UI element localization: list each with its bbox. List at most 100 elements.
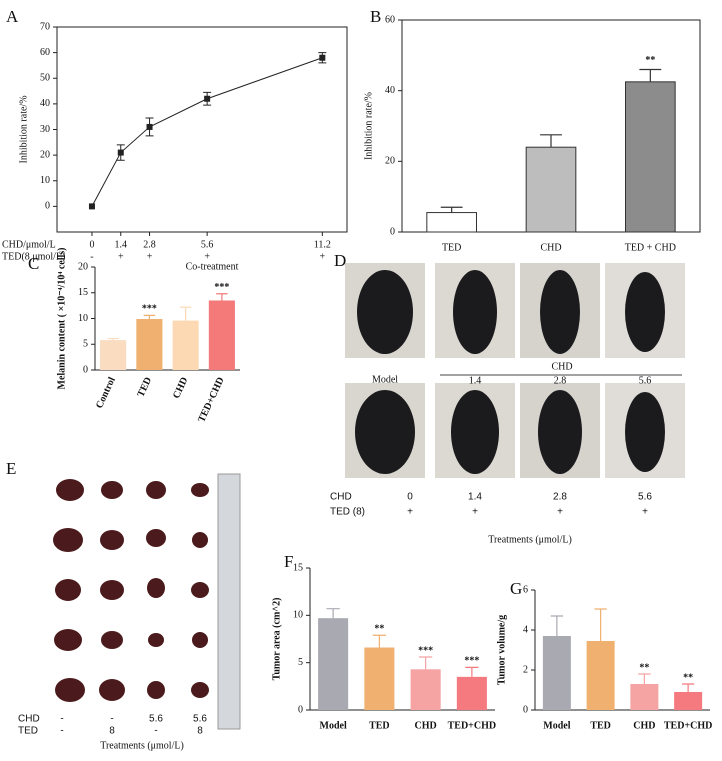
row-value: + [557, 507, 563, 518]
second-row-value: - [90, 251, 93, 262]
data-point [117, 149, 124, 156]
x-tick-label: CHD [540, 242, 561, 253]
x-tick-label: TED+CHD [448, 720, 496, 731]
row-value: 0 [407, 492, 413, 503]
error-bar [372, 634, 386, 648]
dose-label: 2.8 [554, 375, 567, 386]
y-axis-label: Melanin content ( ×10⁻⁴/10⁴ cells) [56, 248, 67, 390]
y-tick-label: 0 [298, 704, 303, 715]
bar [525, 146, 577, 233]
ruler [217, 473, 241, 730]
tumor [55, 678, 85, 702]
bar [208, 300, 235, 370]
bar [674, 692, 703, 710]
error-bar [143, 314, 156, 320]
second-row-label: TED(8 μmol/L) [2, 251, 65, 262]
tumor [54, 629, 82, 651]
significance-label: ** [374, 624, 384, 635]
row-value: - [60, 714, 63, 725]
bar [542, 636, 571, 710]
y-tick-label: 30 [40, 124, 50, 135]
y-tick-label: 0 [390, 226, 395, 237]
mouse-photos [345, 263, 685, 478]
y-tick-label: 0 [83, 364, 88, 375]
row-value: 1.4 [468, 492, 482, 503]
tumor [100, 580, 124, 600]
significance-label: *** [142, 304, 157, 315]
x-row-label: CHD/μmol/L [2, 239, 56, 250]
row-label: TED (8) [330, 507, 365, 518]
mouse [625, 392, 665, 472]
y-tick-label: 20 [40, 149, 50, 160]
second-row-value: + [118, 251, 124, 262]
x-tick-label: TED [590, 720, 611, 731]
y-tick-label: 60 [385, 14, 395, 25]
row-label: CHD [18, 714, 40, 725]
y-tick-label: 60 [40, 47, 50, 58]
x-tick-label: 11.2 [314, 239, 331, 250]
data-point [146, 123, 153, 130]
y-tick-label: 20 [385, 156, 395, 167]
error-bar [419, 656, 433, 670]
row-value: + [472, 507, 478, 518]
error-bar [216, 293, 228, 301]
error-bar [440, 206, 463, 213]
row-value: 5.6 [193, 714, 207, 725]
x-tick-label: 0 [89, 239, 94, 250]
group-label: CHD [551, 361, 572, 372]
x-tick-label: CHD [633, 720, 655, 731]
y-tick-label: 15 [78, 287, 88, 298]
x-tick-label: Model [543, 720, 570, 731]
mouse [355, 390, 415, 474]
x-tick-label: CHD [415, 720, 437, 731]
tumor [100, 530, 124, 550]
bar [100, 340, 127, 370]
row-value: + [642, 507, 648, 518]
significance-label: *** [464, 656, 479, 667]
y-tick-label: 0 [523, 704, 528, 715]
x-tick-label: 1.4 [115, 239, 128, 250]
data-point [88, 203, 95, 210]
mouse [625, 272, 665, 352]
y-axis-label: Tumor area (cm^2) [271, 598, 282, 681]
x-tick-label: TED [442, 242, 461, 253]
y-tick-label: 40 [385, 85, 395, 96]
tumor [147, 681, 165, 699]
tumor [148, 633, 164, 647]
bar [586, 641, 615, 710]
second-row-value: + [147, 251, 153, 262]
error-bar [326, 608, 340, 619]
error-bar [594, 608, 607, 641]
y-tick-label: 70 [40, 21, 50, 32]
error-bar [540, 134, 562, 148]
tumor [147, 578, 165, 598]
bar [136, 319, 163, 370]
mouse [540, 270, 580, 354]
data-point [204, 95, 211, 102]
y-tick-label: 40 [40, 98, 50, 109]
x-tick-label: TED+CHD [664, 720, 712, 731]
y-tick-label: 6 [523, 584, 528, 595]
row-value: - [154, 726, 157, 737]
bar [456, 676, 487, 710]
y-tick-label: 10 [40, 175, 50, 186]
panel-letter: E [6, 459, 16, 478]
row-value: - [60, 726, 63, 737]
mouse [538, 390, 582, 474]
panel-letter: D [334, 251, 346, 270]
tumor [99, 679, 125, 701]
mouse [451, 390, 499, 474]
x-tick-label: TED [369, 720, 390, 731]
error-bar [465, 666, 479, 677]
significance-label: ** [683, 672, 693, 683]
tumor [191, 483, 209, 497]
y-axis-label: Inhibition rate/% [363, 92, 374, 160]
tumor [146, 529, 166, 547]
mouse [453, 270, 497, 354]
tumor [53, 528, 83, 552]
row-label: CHD [330, 492, 352, 503]
bar [364, 647, 395, 710]
y-tick-label: 10 [78, 313, 88, 324]
panel-letter: G [510, 579, 522, 598]
